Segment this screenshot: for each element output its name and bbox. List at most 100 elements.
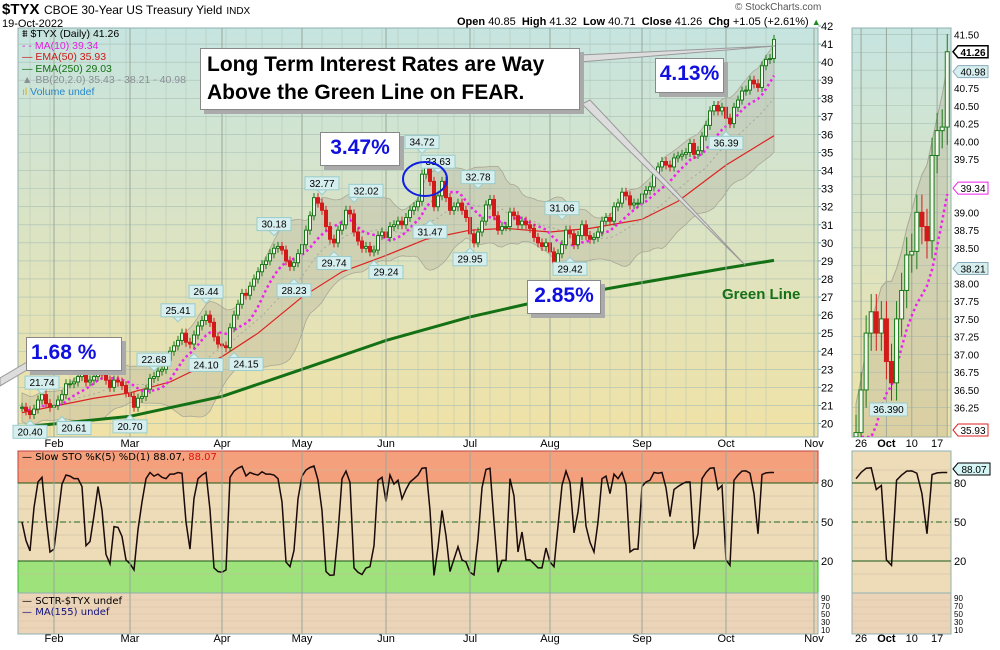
candle-down xyxy=(124,385,128,394)
bollinger-band xyxy=(21,42,775,426)
security-name-text: CBOE 30-Year US Treasury Yield xyxy=(44,3,223,17)
copyright: © StockCharts.com xyxy=(735,2,822,13)
candle-up xyxy=(148,377,152,390)
pivot-label: 22.68 xyxy=(136,352,172,372)
annotation-pointer-top xyxy=(579,45,776,63)
candle-down xyxy=(532,227,536,238)
candle-up xyxy=(904,254,910,291)
annotation-aug-yield: 2.85% xyxy=(527,280,601,314)
inset-price-tag xyxy=(952,65,989,79)
x-tick-label: Mar xyxy=(121,633,140,645)
y-tick-label: 24 xyxy=(821,346,833,358)
candle-up xyxy=(508,211,512,228)
candle-down xyxy=(919,211,925,228)
candle-up xyxy=(899,289,905,320)
x-tick-label: Nov xyxy=(804,438,824,450)
stochastic-sctr-tick-label: 70 xyxy=(821,602,830,611)
pivot-value: 29.42 xyxy=(557,264,582,275)
candle-up xyxy=(853,432,859,437)
x-tick-label: Feb xyxy=(45,438,64,450)
y-tick-label: 25 xyxy=(821,328,833,340)
y-tick-label: 40 xyxy=(821,57,833,69)
inset-x-tick-label: 26 xyxy=(855,438,867,450)
x-tick-label: Nov xyxy=(804,633,824,645)
inset-price-tag xyxy=(952,45,989,59)
candle-down xyxy=(628,195,632,206)
pivot-value: 20.70 xyxy=(117,422,142,433)
inset-price-tag xyxy=(952,423,989,437)
candle-up xyxy=(232,314,236,329)
y-tick-label: 23 xyxy=(821,364,833,376)
candle-up xyxy=(364,245,368,249)
inset-y-tick-label: 36.25 xyxy=(954,404,979,415)
candle-down xyxy=(184,332,188,343)
sctr-legend-line: — SCTR-$TYX undef xyxy=(22,596,123,607)
candle-up xyxy=(544,242,548,247)
candle-up xyxy=(372,249,376,253)
inset-x-tick-label: 17 xyxy=(931,633,943,645)
candle-down xyxy=(212,321,216,338)
y-tick-label: 39 xyxy=(821,75,833,87)
candle-up xyxy=(392,224,396,228)
x-tick-label: May xyxy=(292,633,313,645)
stochastic-d-value: 88.07 xyxy=(188,452,217,463)
candle-down xyxy=(356,231,360,242)
price-legend: ⩩ $TYX (Daily) 41.26 - - MA(10) 39.34 — … xyxy=(22,28,186,98)
candle-up xyxy=(380,231,384,237)
candle-up xyxy=(476,231,480,244)
candle-down xyxy=(400,220,404,226)
candle-up xyxy=(112,379,116,388)
pivot-box xyxy=(188,284,224,299)
pivot-box xyxy=(188,357,224,372)
pivot-label: 20.40 xyxy=(12,419,48,439)
candle-down xyxy=(324,209,328,228)
candle-down xyxy=(888,361,894,384)
pivot-label: 34.72 xyxy=(404,135,440,155)
candle-down xyxy=(280,245,284,251)
stochastic-legend-text: Slow STO %K(5) %D(1) 88.07, xyxy=(35,452,186,463)
candle-up xyxy=(176,339,180,347)
pivot-label: 24.10 xyxy=(187,352,224,372)
sctr-ma-legend-line: — MA(155) undef xyxy=(22,607,110,618)
candle-down xyxy=(692,142,696,155)
candle-up xyxy=(76,376,80,383)
open-value: 40.85 xyxy=(488,16,516,28)
pivot-box xyxy=(708,135,744,150)
candle-down xyxy=(348,209,352,215)
inset-y-tick-label: 38.75 xyxy=(954,226,979,237)
inset-stochastic-sctr-tick-label: 30 xyxy=(954,618,963,627)
candle-up xyxy=(388,226,392,238)
pivot-label: 29.42 xyxy=(552,256,588,276)
pivot-box xyxy=(460,170,496,185)
inset-x-tick-label: Oct xyxy=(877,633,896,645)
pivot-label: 29.95 xyxy=(452,247,488,267)
y-tick-label: 21 xyxy=(821,400,833,412)
inset-x-tick-label: 26 xyxy=(855,633,867,645)
candle-up xyxy=(560,244,564,255)
legend-bb: ▲ BB(20,2.0) 35.43 - 38.21 - 40.98 xyxy=(22,74,186,86)
candle-down xyxy=(360,240,364,249)
candle-down xyxy=(464,209,468,219)
candle-down xyxy=(524,220,528,226)
candle-up xyxy=(672,157,676,168)
candle-up xyxy=(240,292,244,305)
pivot-label: 31.47 xyxy=(412,219,448,239)
low-label: Low xyxy=(583,16,606,28)
volume-icon: ıl xyxy=(22,85,28,98)
candle-up xyxy=(612,206,616,222)
candle-up xyxy=(868,311,874,334)
candle-up xyxy=(632,202,636,206)
candle-up xyxy=(396,220,400,226)
ema50-line xyxy=(21,135,775,414)
candle-up xyxy=(88,379,92,383)
candle-up xyxy=(204,314,208,322)
candle-up xyxy=(416,200,420,208)
candle-down xyxy=(540,242,544,247)
candle-up xyxy=(344,209,348,226)
inset-price-tag-value: 38.21 xyxy=(960,264,985,275)
low-value: 40.71 xyxy=(608,16,636,28)
pivot-value: 33.63 xyxy=(425,157,450,168)
candle-up xyxy=(312,197,316,217)
inset-stochastic-line xyxy=(855,467,948,568)
pivot-value: 29.74 xyxy=(321,259,346,270)
